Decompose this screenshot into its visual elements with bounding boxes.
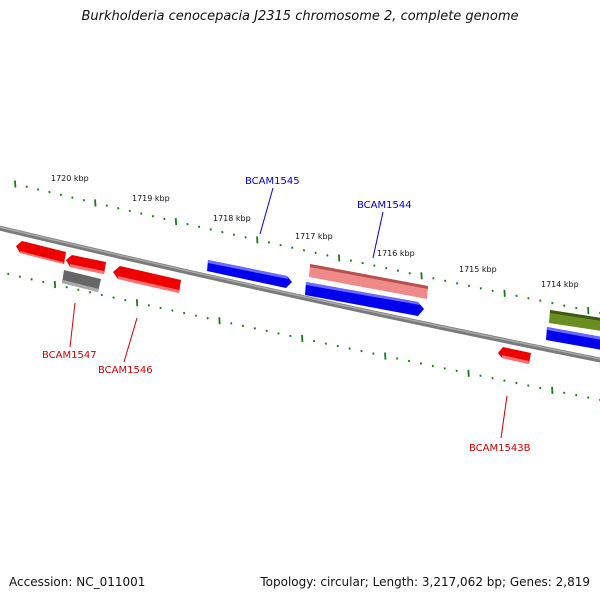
topology-stats-text: Topology: circular; Length: 3,217,062 bp… [260, 575, 590, 589]
label-BCAM1546[interactable]: BCAM1546 [98, 365, 153, 376]
leader-BCAM1544 [372, 211, 384, 259]
scale-label-1719: 1719 kbp [132, 194, 170, 203]
inner-scale-ticks [7, 272, 600, 402]
label-BCAM1545[interactable]: BCAM1545 [245, 176, 300, 187]
scale-label-1720: 1720 kbp [51, 174, 89, 183]
label-BCAM1544[interactable]: BCAM1544 [357, 200, 412, 211]
gene-reverse-left-1[interactable] [16, 241, 66, 264]
page-title: Burkholderia cenocepacia J2315 chromosom… [81, 9, 519, 24]
label-BCAM1547[interactable]: BCAM1547 [42, 350, 97, 361]
scale-label-1718: 1718 kbp [213, 214, 251, 223]
label-BCAM1543B[interactable]: BCAM1543B [469, 443, 531, 454]
chromosome-backbone [0, 225, 600, 363]
accession-text: Accession: NC_011001 [9, 575, 146, 589]
leader-BCAM1547 [69, 302, 76, 348]
leader-BCAM1545 [259, 187, 274, 235]
gene-BCAM1546[interactable] [113, 266, 181, 293]
gene-BCAM1547-pseudo[interactable] [62, 270, 101, 292]
scale-label-1717: 1717 kbp [295, 232, 333, 241]
gene-BCAM1545[interactable] [207, 260, 292, 288]
feature-olive[interactable] [549, 310, 600, 331]
scale-label-1716: 1716 kbp [377, 249, 415, 258]
scale-label-1715: 1715 kbp [459, 265, 497, 274]
gene-BCAM1547[interactable] [66, 255, 106, 274]
gene-BCAM1543B[interactable] [498, 347, 531, 364]
gene-BCAM1544[interactable] [305, 282, 424, 316]
feature-pink-forward[interactable] [309, 264, 428, 299]
leader-BCAM1546 [123, 317, 138, 363]
leader-BCAM1543B [500, 395, 508, 439]
outer-scale-ticks [14, 180, 600, 315]
gene-forward-right-edge[interactable] [546, 327, 600, 350]
scale-label-1714: 1714 kbp [541, 280, 579, 289]
